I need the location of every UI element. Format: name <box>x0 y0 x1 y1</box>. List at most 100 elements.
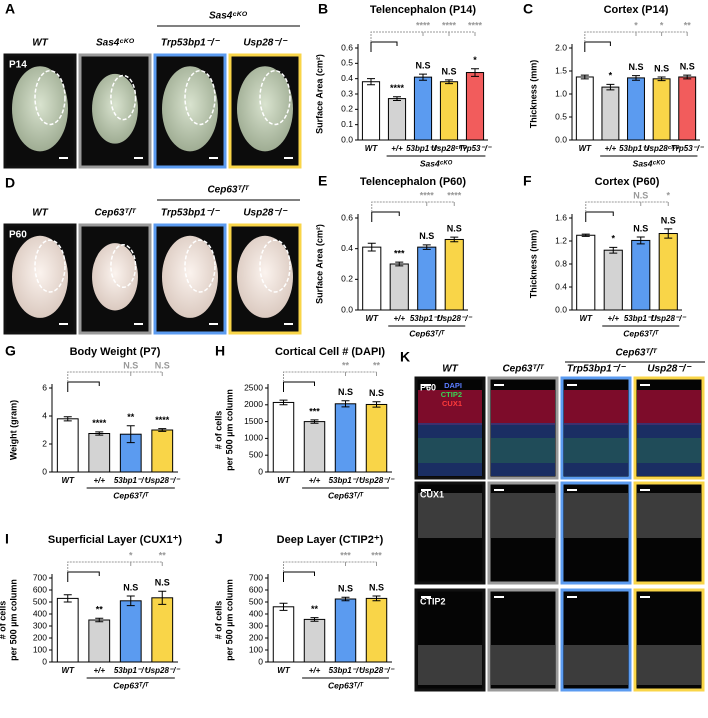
x-tick-label: +/+ <box>391 144 403 153</box>
scale-bar <box>640 384 650 386</box>
y-tick-label: 500 <box>33 596 47 606</box>
x-tick-label: Usp28ᶜᴷᴼ <box>431 144 467 153</box>
stain-label: DAPI <box>444 381 462 390</box>
y-tick-label: 0 <box>42 466 47 476</box>
bracket <box>371 201 455 212</box>
x-tick-label: WT <box>62 666 76 675</box>
comparison-label: N.S <box>633 190 648 200</box>
bracket <box>584 31 688 42</box>
signal <box>491 645 555 685</box>
ctip2-band <box>418 438 482 463</box>
bar <box>56 597 79 663</box>
panel-label: I <box>5 531 9 547</box>
y-tick-label: 500 <box>249 449 263 459</box>
bar <box>387 98 407 141</box>
bar <box>389 263 409 311</box>
chart-title: Cortical Cell # (DAPI) <box>275 346 385 358</box>
x-tick-label: Usp28⁻/⁻ <box>359 476 394 485</box>
y-tick-label: 1000 <box>244 433 263 443</box>
dapi-band <box>491 423 555 476</box>
scale-bar <box>567 489 577 491</box>
stain-label: CTIP2 <box>441 390 462 399</box>
bracket <box>584 41 611 52</box>
signal <box>491 493 555 538</box>
y-tick-label: 200 <box>33 632 47 642</box>
y-tick-label: 0.0 <box>555 304 567 314</box>
bar <box>678 76 697 141</box>
outline <box>34 69 66 126</box>
x-tick-label: Usp28⁻/⁻ <box>145 476 180 485</box>
significance: **** <box>390 83 405 93</box>
significance: N.S <box>628 62 643 72</box>
bar <box>439 81 459 141</box>
y-tick-label: 1.5 <box>555 65 567 75</box>
y-axis-label: Thickness (mm) <box>528 230 538 299</box>
bar <box>465 72 485 141</box>
comparison-label: *** <box>340 550 351 560</box>
x-tick-label: WT <box>580 314 594 323</box>
comparison-label: ** <box>159 550 167 560</box>
brain <box>237 235 293 318</box>
row-label: CUX1 <box>420 489 444 499</box>
column-label: Usp28⁻/⁻ <box>243 38 288 49</box>
error-bar <box>450 236 459 243</box>
bracket <box>67 381 100 392</box>
dapi-band <box>418 423 482 476</box>
chart-title: Telencephalon (P60) <box>360 176 466 188</box>
group-label: Cep63ᵀ/ᵀ <box>328 680 364 690</box>
y-tick-label: 400 <box>33 608 47 618</box>
significance: **** <box>155 415 170 425</box>
error-bar <box>445 79 453 85</box>
column-label: Trp53bp1⁻/⁻ <box>161 208 221 219</box>
bar <box>272 606 295 663</box>
x-tick-label: WT <box>277 666 291 675</box>
scale-bar <box>421 384 431 386</box>
y-tick-label: 1500 <box>244 416 263 426</box>
error-bar <box>367 242 376 252</box>
y-tick-label: 0.2 <box>341 274 353 284</box>
significance: N.S <box>419 231 434 241</box>
signal <box>637 645 701 685</box>
x-tick-label: Usp28ᶜᴷᴼ <box>644 144 680 153</box>
comparison-label: * <box>129 550 133 560</box>
significance: N.S <box>441 66 456 76</box>
x-tick-label: 53bp1⁻/⁻ <box>410 314 445 323</box>
bracket <box>371 211 400 222</box>
column-label: WT <box>32 38 48 49</box>
panel-label: B <box>318 1 328 17</box>
bar <box>88 433 111 473</box>
dapi-band <box>637 423 701 476</box>
error-bar <box>126 595 135 607</box>
y-tick-label: 700 <box>33 572 47 582</box>
group-label: Cep63ᵀ/ᵀ <box>113 680 149 690</box>
group-label: Sas4ᶜᴷᴼ <box>420 158 453 168</box>
bar <box>272 401 295 473</box>
y-tick-label: 600 <box>249 584 263 594</box>
error-bar <box>95 431 104 436</box>
comparison-label: **** <box>442 20 457 30</box>
y-tick-label: 0.5 <box>341 58 353 68</box>
x-tick-label: 53bp1⁻/⁻ <box>329 476 364 485</box>
significance: * <box>609 71 613 81</box>
y-tick-label: 500 <box>249 596 263 606</box>
bar <box>658 233 678 311</box>
panel-label: D <box>5 175 15 191</box>
ctip2-band <box>637 438 701 463</box>
y-tick-label: 2000 <box>244 399 263 409</box>
signal <box>418 493 482 538</box>
y-tick-label: 0.4 <box>341 243 353 253</box>
comparison-label: **** <box>447 190 462 200</box>
ctip2-band <box>564 438 628 463</box>
bar <box>303 618 326 663</box>
dapi-band <box>564 423 628 476</box>
error-bar <box>341 596 350 602</box>
comparison-label: N.S <box>155 360 170 370</box>
significance: N.S <box>369 582 384 592</box>
error-bar <box>367 78 375 86</box>
significance: *** <box>309 406 320 416</box>
signal <box>637 493 701 538</box>
comparison-label: ** <box>342 360 350 370</box>
error-bar <box>63 594 72 603</box>
y-axis-label: # of cells <box>213 411 223 450</box>
cux1-band <box>637 390 701 425</box>
